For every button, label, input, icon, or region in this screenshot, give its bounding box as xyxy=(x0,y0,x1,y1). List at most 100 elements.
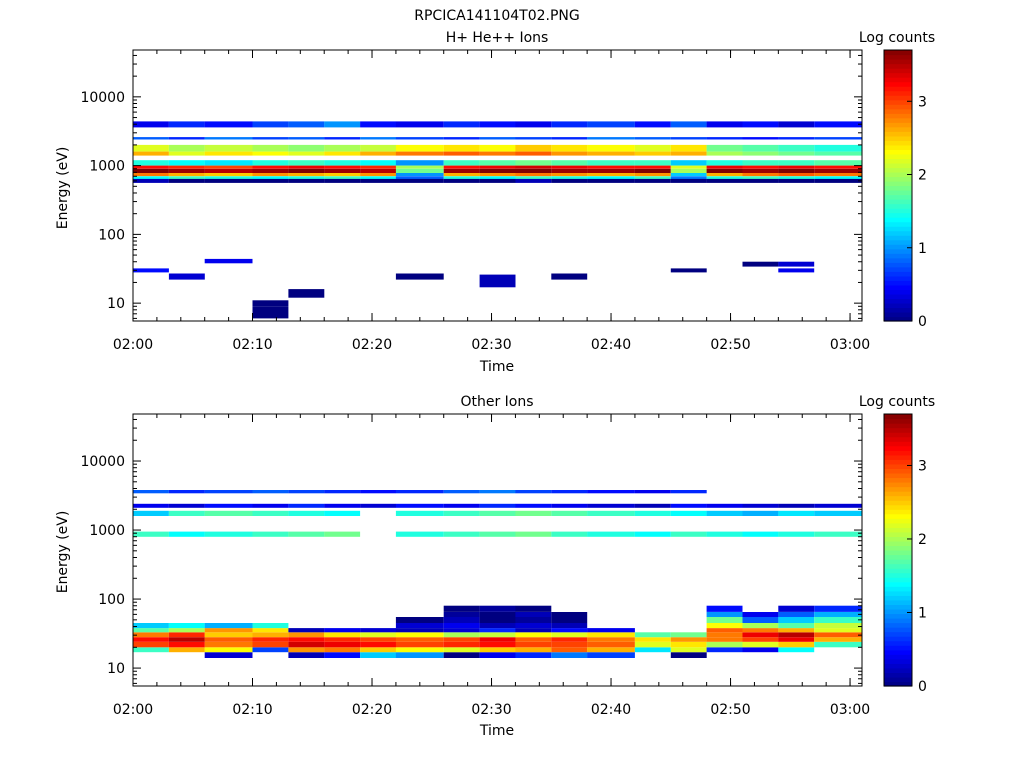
heatmap-cell xyxy=(168,531,205,537)
heatmap-cell xyxy=(204,647,253,653)
heatmap-cell xyxy=(551,641,588,648)
colorbar-swatch xyxy=(884,117,912,123)
heatmap-cell xyxy=(288,652,325,658)
heatmap-cell xyxy=(443,623,480,629)
colorbar-swatch xyxy=(884,280,912,286)
heatmap-cell xyxy=(133,623,169,629)
heatmap-cell xyxy=(551,490,588,494)
heatmap-cell xyxy=(551,160,588,166)
heatmap-cell xyxy=(395,632,444,638)
heatmap-cell xyxy=(395,144,444,152)
colorbar-swatch xyxy=(884,636,912,642)
colorbar-swatch xyxy=(884,99,912,105)
heatmap-cell xyxy=(742,165,779,169)
heatmap-cell xyxy=(814,605,862,612)
heatmap-cell xyxy=(252,637,289,642)
heatmap-cell xyxy=(515,503,552,508)
heatmap-cell xyxy=(778,268,815,273)
heatmap-cell xyxy=(551,623,588,629)
colorbar-swatch xyxy=(884,271,912,277)
heatmap-cell xyxy=(551,503,588,508)
heatmap-cell xyxy=(742,623,779,629)
heatmap-cell xyxy=(515,623,552,629)
heatmap-cell xyxy=(288,151,325,156)
heatmap-cell xyxy=(204,531,253,537)
heatmap-cell xyxy=(551,176,588,179)
colorbar-swatch xyxy=(884,153,912,159)
heatmap-cell xyxy=(324,168,361,174)
heatmap-cell xyxy=(670,168,707,174)
colorbar-swatch xyxy=(884,509,912,515)
heatmap-cell xyxy=(587,647,635,653)
heatmap-cell xyxy=(742,510,779,516)
heatmap-cell xyxy=(443,612,480,617)
heatmap-cell xyxy=(133,160,169,166)
heatmap-cell xyxy=(168,490,205,494)
heatmap-cell xyxy=(288,632,325,638)
heatmap-cell xyxy=(133,531,169,537)
colorbar-swatch xyxy=(884,212,912,218)
heatmap-cell xyxy=(670,165,707,169)
colorbar-swatch xyxy=(884,581,912,587)
heatmap-cell xyxy=(670,173,707,177)
heatmap-cell xyxy=(587,641,635,648)
heatmap-cell xyxy=(742,503,779,508)
y-tick-label: 10000 xyxy=(80,454,125,470)
heatmap-cell xyxy=(168,510,205,516)
heatmap-cell xyxy=(742,121,779,128)
heatmap-cell xyxy=(288,641,325,648)
heatmap-cell xyxy=(587,637,635,642)
colorbar-swatch xyxy=(884,663,912,669)
colorbar-swatch xyxy=(884,640,912,646)
heatmap-cell xyxy=(587,531,635,537)
heatmap-cell xyxy=(252,173,289,177)
colorbar-swatch xyxy=(884,518,912,524)
heatmap-cell xyxy=(168,273,205,280)
heatmap-cell xyxy=(634,641,671,648)
heatmap-cell xyxy=(443,173,480,177)
heatmap-cell xyxy=(324,628,361,633)
heatmap-cell xyxy=(634,168,671,174)
heatmap-cell xyxy=(479,641,516,648)
heatmap-cell xyxy=(324,647,361,653)
colorbar-tick-label: 0 xyxy=(918,679,927,695)
colorbar-label: Log counts xyxy=(859,394,935,410)
heatmap-cell xyxy=(133,168,169,174)
heatmap-cell xyxy=(634,121,671,128)
colorbar-swatch xyxy=(884,185,912,191)
heatmap-cell xyxy=(168,178,205,183)
y-axis-label: Energy (eV) xyxy=(55,147,71,230)
heatmap-cell xyxy=(515,641,552,648)
colorbar-swatch xyxy=(884,316,912,322)
heatmap-cell xyxy=(515,121,552,128)
heatmap-cell xyxy=(360,637,396,642)
heatmap-cell xyxy=(814,623,862,629)
heatmap-cell xyxy=(204,151,253,156)
colorbar-swatch xyxy=(884,226,912,232)
heatmap-cell xyxy=(670,647,707,653)
heatmap-cell xyxy=(742,178,779,183)
heatmap-cell xyxy=(479,605,516,612)
heatmap-cell xyxy=(360,490,396,494)
heatmap-cell xyxy=(443,647,480,653)
colorbar-swatch xyxy=(884,190,912,196)
colorbar-swatch xyxy=(884,604,912,610)
heatmap-cell xyxy=(634,176,671,179)
heatmap-cell xyxy=(479,628,516,633)
heatmap-cell xyxy=(360,137,396,140)
heatmap-cell xyxy=(479,531,516,537)
heatmap-cell xyxy=(360,165,396,169)
heatmap-cell xyxy=(324,176,361,179)
panel-title: Other Ions xyxy=(460,394,533,410)
heatmap-cell xyxy=(515,637,552,642)
heatmap-cell xyxy=(324,137,361,140)
heatmap-cell xyxy=(204,503,253,508)
heatmap-cell xyxy=(742,176,779,179)
heatmap-cell xyxy=(252,632,289,638)
heatmap-cell xyxy=(360,641,396,648)
heatmap-cell xyxy=(324,173,361,177)
colorbar-swatch xyxy=(884,194,912,200)
heatmap-cell xyxy=(252,628,289,633)
heatmap-cell xyxy=(443,490,480,494)
